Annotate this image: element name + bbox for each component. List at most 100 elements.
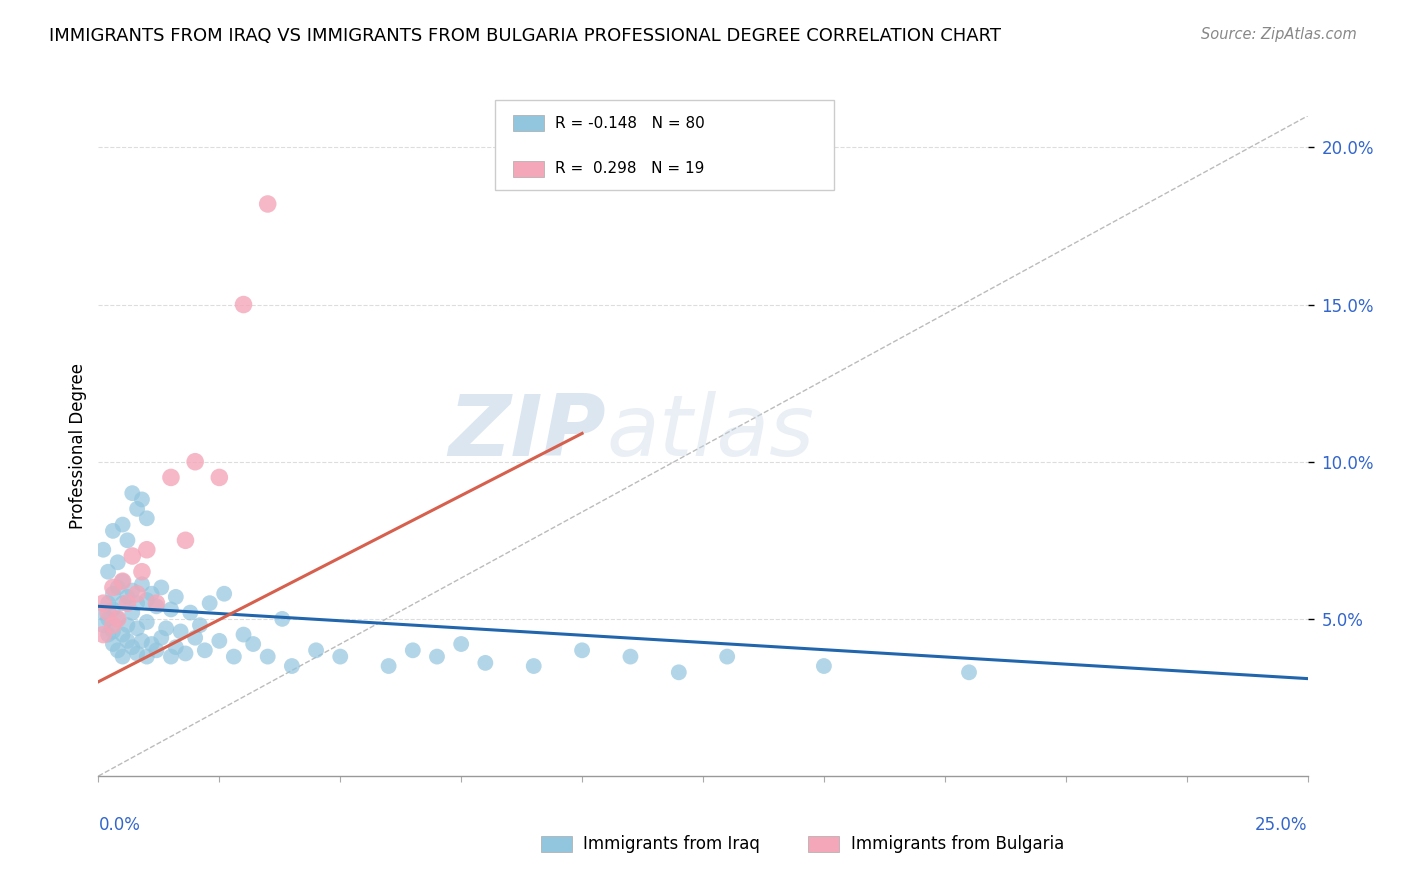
Point <box>117 596 139 610</box>
Point <box>131 577 153 591</box>
Text: Immigrants from Iraq: Immigrants from Iraq <box>583 835 761 853</box>
Point <box>135 511 157 525</box>
Point <box>184 455 207 469</box>
Point <box>117 590 139 604</box>
Point <box>160 602 183 616</box>
Point <box>145 599 167 614</box>
Point <box>377 659 399 673</box>
Text: R = -0.148   N = 80: R = -0.148 N = 80 <box>555 116 706 130</box>
Point <box>121 486 143 500</box>
Point <box>174 647 197 661</box>
Point <box>141 637 163 651</box>
Text: Source: ZipAtlas.com: Source: ZipAtlas.com <box>1201 27 1357 42</box>
Point <box>426 649 449 664</box>
Point <box>271 612 294 626</box>
Point <box>111 574 134 589</box>
Point <box>101 637 124 651</box>
Point <box>101 524 124 538</box>
Point <box>450 637 472 651</box>
Point <box>135 615 157 629</box>
Point <box>131 565 153 579</box>
Point <box>474 656 496 670</box>
Point <box>174 533 197 548</box>
Point <box>131 633 153 648</box>
Point <box>194 643 217 657</box>
Point <box>101 602 124 616</box>
Point <box>97 627 120 641</box>
Point <box>208 633 231 648</box>
Point <box>242 637 264 651</box>
Point <box>91 542 114 557</box>
Text: IMMIGRANTS FROM IRAQ VS IMMIGRANTS FROM BULGARIA PROFESSIONAL DEGREE CORRELATION: IMMIGRANTS FROM IRAQ VS IMMIGRANTS FROM … <box>49 27 1001 45</box>
Point <box>101 624 124 639</box>
Point <box>117 533 139 548</box>
Point <box>329 649 352 664</box>
Point <box>402 643 425 657</box>
Point <box>256 197 278 211</box>
Point <box>121 549 143 563</box>
Point <box>91 596 114 610</box>
Text: 25.0%: 25.0% <box>1256 816 1308 834</box>
Point <box>188 618 211 632</box>
Point <box>107 581 129 595</box>
Point <box>91 618 114 632</box>
Point <box>165 590 187 604</box>
Point <box>111 627 134 641</box>
Point <box>97 612 120 626</box>
Point <box>256 649 278 664</box>
Point <box>232 627 254 641</box>
Text: atlas: atlas <box>606 392 814 475</box>
Point <box>184 631 207 645</box>
Text: R =  0.298   N = 19: R = 0.298 N = 19 <box>555 161 704 176</box>
Y-axis label: Professional Degree: Professional Degree <box>69 363 87 529</box>
Point <box>107 612 129 626</box>
Point <box>141 587 163 601</box>
Point <box>165 640 187 655</box>
Point <box>222 649 245 664</box>
Point <box>101 587 124 601</box>
Point <box>179 606 201 620</box>
Point <box>619 649 641 664</box>
Point <box>91 627 114 641</box>
Point <box>155 621 177 635</box>
Point <box>91 606 114 620</box>
Point <box>127 621 149 635</box>
Point <box>305 643 328 657</box>
Point <box>150 581 173 595</box>
Point <box>111 649 134 664</box>
Point <box>107 612 129 626</box>
Point <box>160 649 183 664</box>
Point <box>212 587 235 601</box>
Point <box>135 649 157 664</box>
Point <box>117 618 139 632</box>
Point <box>97 596 120 610</box>
Point <box>131 492 153 507</box>
Point <box>111 574 134 589</box>
Point <box>150 631 173 645</box>
Point <box>107 555 129 569</box>
Point <box>107 643 129 657</box>
Point <box>145 643 167 657</box>
Point <box>97 606 120 620</box>
Point <box>121 640 143 655</box>
Point <box>111 517 134 532</box>
Point <box>281 659 304 673</box>
Point <box>101 581 124 595</box>
Point <box>208 470 231 484</box>
Point <box>813 659 835 673</box>
Point <box>101 618 124 632</box>
Point <box>121 606 143 620</box>
Point <box>957 665 980 680</box>
Point <box>111 596 134 610</box>
Point <box>668 665 690 680</box>
Point <box>127 587 149 601</box>
Text: Immigrants from Bulgaria: Immigrants from Bulgaria <box>851 835 1064 853</box>
Point <box>97 565 120 579</box>
Point <box>117 633 139 648</box>
Point <box>127 647 149 661</box>
Text: ZIP: ZIP <box>449 392 606 475</box>
Point <box>145 596 167 610</box>
Point <box>121 583 143 598</box>
Point <box>135 542 157 557</box>
Point <box>127 501 149 516</box>
